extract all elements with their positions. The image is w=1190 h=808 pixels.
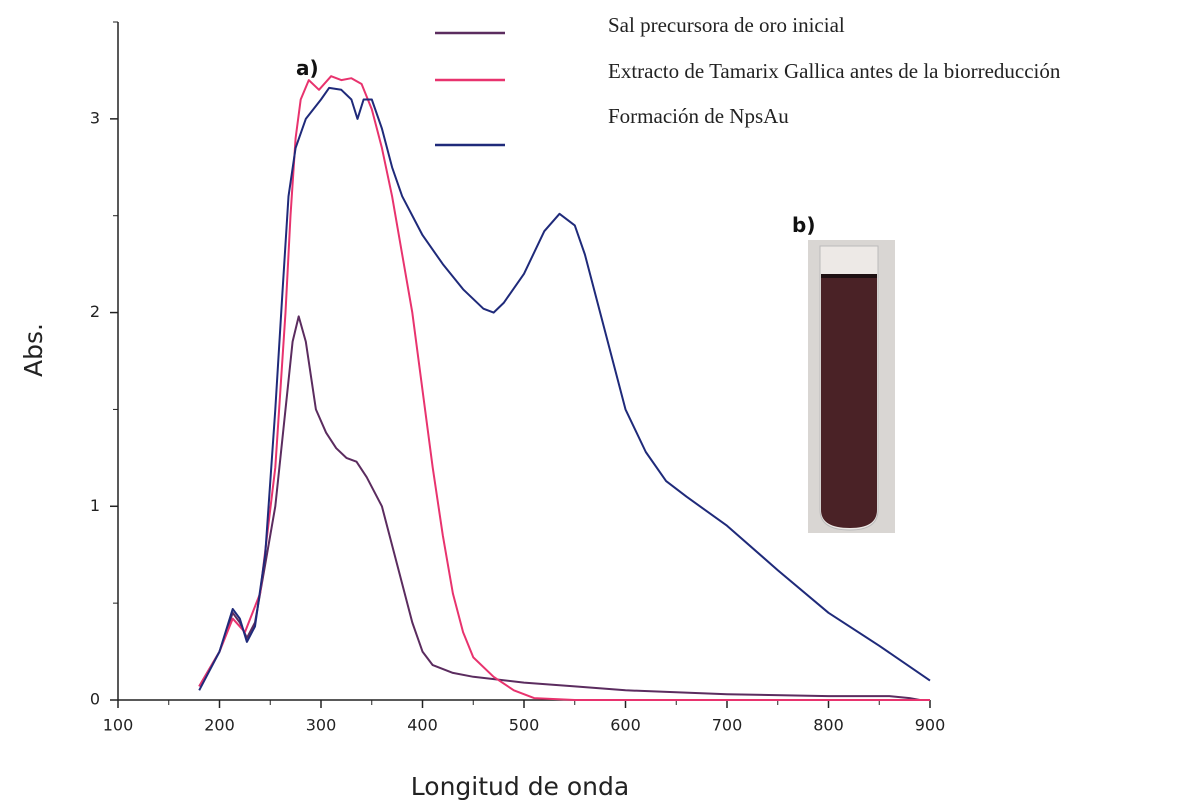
y-tick-label: 1 <box>90 496 100 515</box>
legend-label: Sal precursora de oro inicial <box>608 13 845 37</box>
annotation: a) <box>296 56 319 80</box>
annotation: b) <box>792 213 815 237</box>
x-tick-label: 500 <box>509 716 540 735</box>
tube-liquid <box>821 276 877 528</box>
series-line <box>198 86 931 691</box>
x-tick-label: 800 <box>813 716 844 735</box>
x-tick-label: 600 <box>610 716 641 735</box>
x-tick-label: 400 <box>407 716 438 735</box>
y-tick-label: 2 <box>90 302 100 321</box>
axis-labels: Longitud de onda Abs. <box>19 323 629 801</box>
x-tick-label: 300 <box>306 716 337 735</box>
y-tick-label: 3 <box>90 108 100 127</box>
y-axis-label: Abs. <box>19 323 48 377</box>
x-axis-label: Longitud de onda <box>411 772 629 801</box>
series-line <box>198 75 930 701</box>
x-tick-label: 100 <box>103 716 134 735</box>
test-tube-photo <box>808 240 895 533</box>
legend-label: Formación de NpsAu <box>608 104 789 128</box>
y-tick-label: 0 <box>90 690 100 709</box>
x-tick-label: 900 <box>915 716 946 735</box>
legend-label: Extracto de Tamarix Gallica antes de la … <box>608 59 1061 83</box>
x-tick-label: 200 <box>204 716 235 735</box>
x-tick-label: 700 <box>712 716 743 735</box>
liquid-meniscus <box>821 274 877 278</box>
